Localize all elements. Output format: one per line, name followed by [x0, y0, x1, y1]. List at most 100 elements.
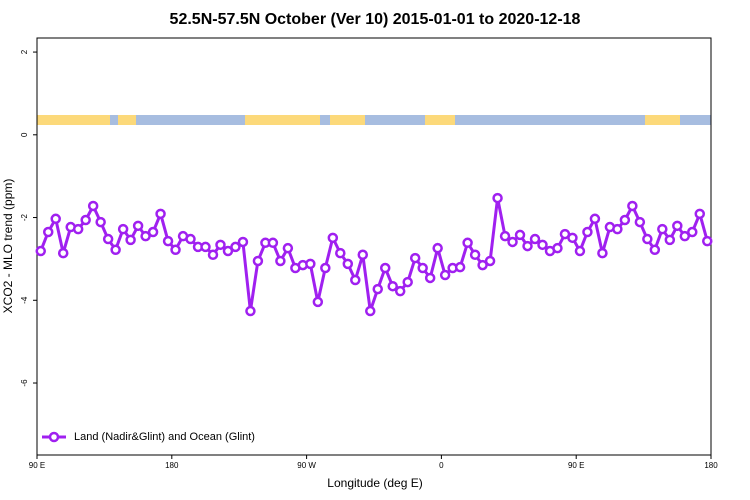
chart-title: 52.5N-57.5N October (Ver 10) 2015-01-01 … — [170, 11, 581, 28]
data-point — [394, 285, 406, 297]
land-segment — [645, 115, 680, 125]
data-point — [35, 245, 46, 257]
data-point — [200, 241, 211, 253]
data-point — [102, 233, 114, 245]
data-point — [252, 255, 264, 267]
data-point — [574, 245, 586, 257]
x-tick-label: 180 — [704, 461, 718, 470]
x-tick-label: 90 E — [29, 461, 45, 470]
data-point — [582, 226, 593, 238]
data-point — [237, 236, 249, 248]
data-point — [664, 234, 676, 246]
land-segment — [330, 115, 365, 125]
x-tick-label: 0 — [439, 461, 444, 470]
y-axis-label: XCO2 - MLO trend (ppm) — [1, 179, 15, 314]
y-tick-label: -6 — [20, 379, 29, 387]
data-point — [679, 230, 691, 242]
legend-label: Land (Nadir&Glint) and Ocean (Glint) — [74, 431, 255, 443]
data-point — [87, 200, 99, 212]
data-point — [432, 242, 443, 254]
data-point — [514, 229, 526, 241]
x-tick-label: 180 — [165, 461, 179, 470]
land-segment — [425, 115, 455, 125]
data-point — [132, 220, 144, 232]
data-point — [282, 242, 294, 254]
data-point — [454, 261, 466, 273]
data-point — [155, 208, 166, 220]
data-point — [222, 245, 234, 257]
x-tick-label: 90 E — [568, 461, 584, 470]
y-tick-label: 0 — [20, 132, 29, 137]
data-point — [80, 214, 91, 226]
data-point — [649, 244, 661, 256]
data-point — [207, 249, 219, 261]
data-point — [537, 239, 548, 251]
data-point — [529, 233, 541, 245]
data-point — [469, 249, 481, 261]
data-point — [417, 262, 428, 274]
data-point — [327, 232, 339, 244]
data-point — [567, 232, 578, 244]
data-point — [357, 249, 369, 261]
data-point — [702, 235, 713, 247]
data-point — [57, 247, 69, 259]
data-point — [335, 247, 346, 259]
data-point — [612, 223, 623, 235]
data-point — [694, 208, 706, 220]
data-point — [634, 216, 646, 228]
data-point — [267, 237, 279, 249]
data-point — [215, 239, 226, 251]
data-point — [597, 247, 608, 259]
data-point — [552, 242, 563, 254]
data-point — [42, 226, 54, 238]
land-segment — [118, 115, 136, 125]
data-point — [642, 233, 653, 245]
data-point — [477, 259, 488, 271]
data-point — [117, 223, 129, 235]
data-point — [365, 305, 376, 317]
data-point — [230, 241, 241, 253]
data-point — [424, 272, 436, 284]
data-point — [125, 234, 136, 246]
x-tick-label: 90 W — [297, 461, 316, 470]
plot-frame — [36, 37, 712, 456]
y-tick-label: -4 — [20, 296, 29, 304]
data-point — [162, 235, 174, 247]
legend: Land (Nadir&Glint) and Ocean (Glint) — [42, 431, 255, 443]
data-point — [95, 216, 106, 228]
data-point — [350, 274, 361, 286]
data-point — [672, 220, 683, 232]
data-point — [110, 244, 121, 256]
data-point — [372, 283, 383, 295]
land-segment — [37, 115, 110, 125]
data-point — [147, 226, 159, 238]
legend-marker — [48, 431, 60, 443]
data-point — [185, 233, 196, 245]
land-segment — [245, 115, 320, 125]
data-point — [687, 226, 698, 238]
data-point — [657, 223, 668, 235]
data-point — [245, 305, 256, 317]
data-point — [170, 244, 181, 256]
y-tick-label: 2 — [20, 49, 29, 54]
data-point — [379, 262, 391, 274]
data-point — [342, 258, 354, 270]
data-point — [387, 280, 398, 292]
data-point — [462, 237, 473, 249]
data-point — [627, 200, 638, 212]
data-point — [484, 255, 496, 267]
data-point — [320, 262, 331, 274]
y-tick-label: -2 — [20, 213, 29, 221]
data-point — [409, 252, 421, 264]
data-point — [439, 269, 451, 281]
data-point — [492, 192, 503, 204]
data-point — [507, 236, 518, 248]
data-point — [619, 214, 631, 226]
data-point — [140, 230, 151, 242]
data-point — [275, 255, 286, 267]
data-point — [402, 276, 413, 288]
data-point — [305, 258, 316, 270]
data-point — [312, 296, 324, 308]
data-point — [499, 230, 511, 242]
